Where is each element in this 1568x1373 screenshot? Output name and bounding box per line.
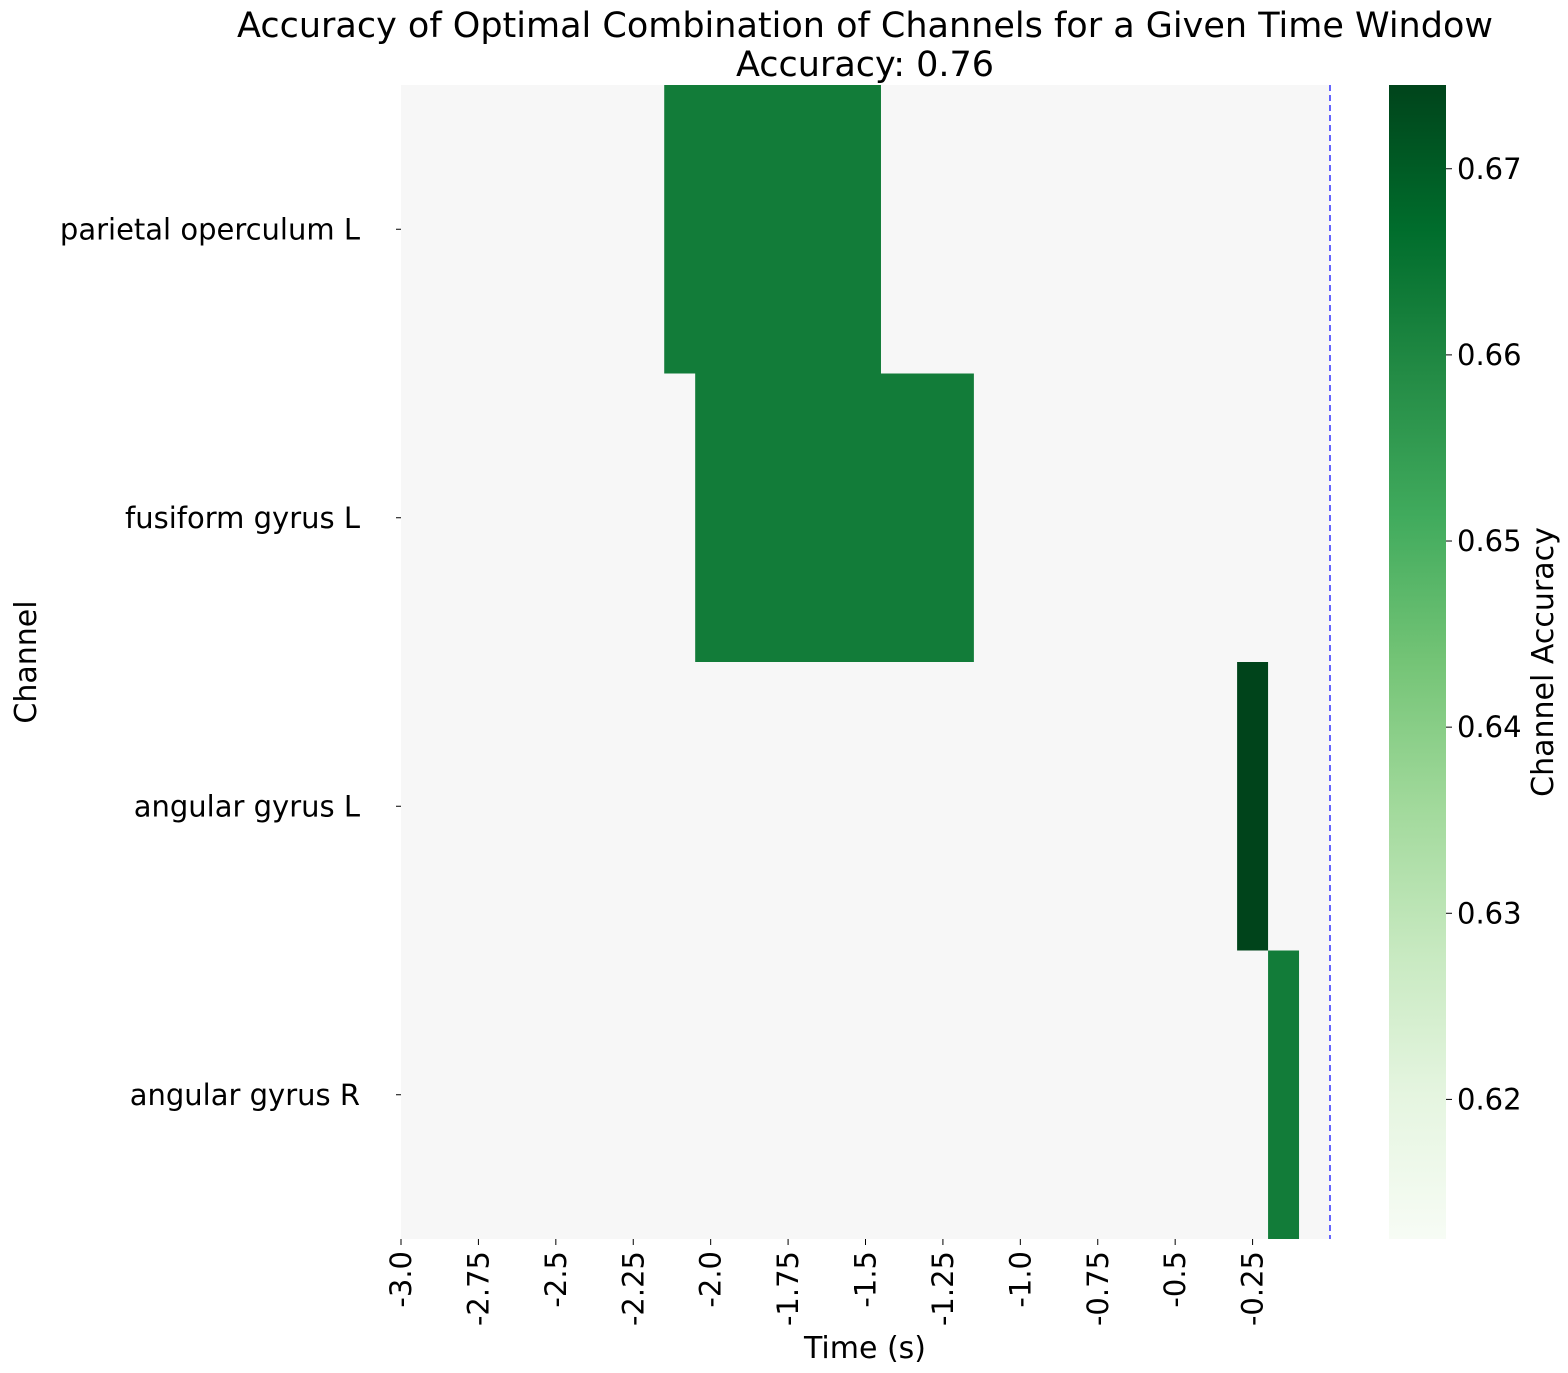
colorbar-tick-label: 0.64: [1457, 710, 1522, 744]
x-axis-ticks: -3.0 -2.75 -2.5 -2.25 -2.0 -1.75 -1.5 -1.25 -1.0…: [384, 1239, 1270, 1326]
x-tick-label: -0.75: [1081, 1251, 1115, 1326]
chart-title: Accuracy of Optimal Combination of Chann…: [237, 6, 1493, 46]
heatmap-cell-3: [1237, 662, 1269, 951]
x-tick-label: -1.25: [926, 1251, 960, 1326]
y-tick-label: parietal operculum L: [60, 212, 360, 246]
x-tick-label: -1.5: [849, 1251, 883, 1308]
colorbar-tick-label: 0.66: [1457, 338, 1522, 372]
y-tick-label: fusiform gyrus L: [125, 501, 360, 535]
x-tick-label: -0.25: [1236, 1251, 1270, 1326]
x-tick-label: -2.25: [616, 1251, 650, 1326]
x-tick-label: -2.75: [461, 1251, 495, 1326]
x-tick-label: -1.75: [771, 1251, 805, 1326]
x-axis-label: Time (s): [803, 1331, 926, 1366]
y-tick-label: angular gyrus R: [130, 1078, 360, 1112]
colorbar-tick-label: 0.62: [1457, 1082, 1522, 1116]
heatmap-cell-2: [695, 373, 974, 662]
colorbar-label: Channel Accuracy: [1526, 527, 1561, 797]
y-axis-ticks: parietal operculum L fusiform gyrus L angu…: [60, 212, 401, 1112]
x-tick-label: -2.5: [539, 1251, 573, 1308]
heatmap-cell-1: [664, 85, 881, 374]
colorbar-ticks: 0.62 0.63 0.64 0.65 0.66 0.67: [1446, 152, 1522, 1116]
x-tick-label: -2.0: [694, 1251, 728, 1308]
y-tick-label: angular gyrus L: [134, 789, 360, 823]
x-tick-label: -1.0: [1003, 1251, 1037, 1308]
heatmap-cells: [664, 85, 1300, 1239]
colorbar-tick-label: 0.63: [1457, 896, 1522, 930]
colorbar-tick-label: 0.67: [1457, 152, 1522, 186]
colorbar: [1389, 85, 1446, 1239]
y-axis-label: Channel: [9, 600, 44, 723]
colorbar-tick-label: 0.65: [1457, 524, 1522, 558]
x-tick-label: -0.5: [1158, 1251, 1192, 1308]
heatmap-cell-4: [1268, 950, 1300, 1239]
chart-subtitle: Accuracy: 0.76: [736, 45, 994, 85]
x-tick-label: -3.0: [384, 1251, 418, 1308]
